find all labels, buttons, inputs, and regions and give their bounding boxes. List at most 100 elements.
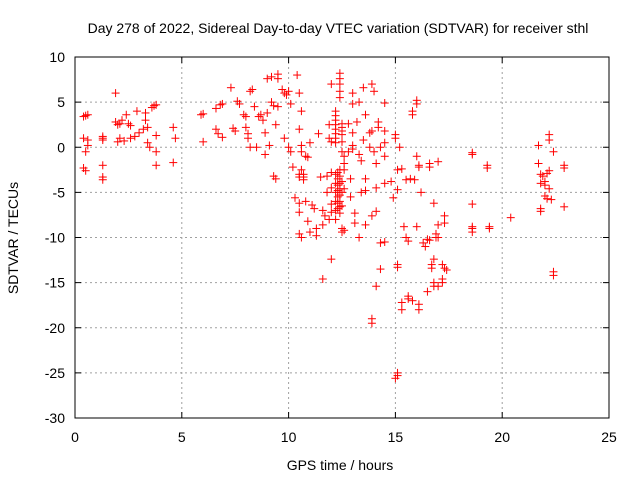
data-point	[152, 161, 161, 170]
chart-title: Day 278 of 2022, Sidereal Day-to-day VTE…	[88, 20, 589, 36]
data-point	[438, 278, 447, 287]
x-tick-label: 25	[601, 429, 617, 445]
data-point	[380, 99, 389, 108]
data-point	[434, 220, 443, 229]
data-point	[241, 123, 250, 132]
data-point	[263, 74, 272, 83]
data-point	[327, 200, 336, 209]
data-point	[143, 138, 152, 147]
y-tick-label: -30	[45, 410, 65, 426]
data-point	[79, 112, 88, 121]
y-tick-label: 0	[57, 139, 65, 155]
data-point	[365, 143, 374, 152]
y-tick-label: -25	[45, 365, 65, 381]
data-point	[350, 219, 359, 228]
data-point	[376, 238, 385, 247]
data-point	[244, 134, 253, 143]
data-point	[248, 85, 257, 94]
data-point	[141, 116, 150, 125]
data-point	[305, 138, 314, 147]
data-point	[288, 163, 297, 172]
data-point	[549, 271, 558, 280]
data-point	[348, 99, 357, 108]
data-point	[235, 99, 244, 108]
data-point	[367, 80, 376, 89]
data-point	[374, 117, 383, 126]
data-point	[327, 255, 336, 264]
data-point	[361, 186, 370, 195]
data-point	[408, 296, 417, 305]
data-point	[254, 112, 263, 121]
data-point	[536, 170, 545, 179]
data-point	[320, 211, 329, 220]
data-point	[346, 174, 355, 183]
data-point	[280, 134, 289, 143]
data-point	[348, 145, 357, 154]
data-point	[211, 104, 220, 113]
data-point	[293, 71, 302, 80]
data-point	[338, 188, 346, 197]
data-point	[150, 101, 159, 110]
data-point	[361, 110, 370, 119]
data-point	[323, 172, 332, 181]
data-point	[438, 260, 447, 269]
data-point	[226, 83, 235, 92]
data-point	[327, 183, 336, 192]
data-point	[545, 136, 554, 145]
data-point	[122, 110, 131, 119]
data-point	[380, 152, 389, 161]
data-point	[397, 305, 406, 314]
data-point	[239, 110, 248, 119]
data-point	[442, 265, 451, 274]
data-point	[412, 222, 421, 231]
data-point	[117, 116, 126, 125]
data-point	[545, 166, 554, 175]
data-point	[402, 175, 411, 184]
data-point	[211, 125, 220, 134]
data-point	[393, 263, 402, 272]
data-point	[434, 157, 443, 166]
data-point	[380, 238, 389, 247]
data-point	[256, 110, 265, 119]
data-point	[241, 112, 250, 121]
data-point	[295, 89, 304, 98]
data-point	[376, 265, 385, 274]
data-point	[352, 117, 361, 126]
data-point	[434, 282, 443, 291]
data-point	[132, 107, 141, 116]
data-point	[344, 147, 353, 156]
data-point	[417, 188, 426, 197]
data-point	[246, 87, 255, 96]
data-point	[231, 127, 240, 136]
y-tick-label: 10	[49, 49, 65, 65]
data-point	[286, 147, 295, 156]
data-point	[301, 152, 310, 161]
data-point	[113, 137, 122, 146]
x-tick-label: 0	[71, 429, 79, 445]
data-point	[372, 183, 381, 192]
data-point	[250, 102, 259, 111]
data-point	[434, 233, 443, 242]
data-point	[269, 101, 278, 110]
data-point	[143, 123, 152, 132]
data-point	[425, 163, 434, 172]
axis-ticks: 0 5 10 15 20 25 10 5 0 -5 -10 -15 -20 -25 -30	[45, 49, 617, 445]
data-point	[120, 136, 129, 145]
data-point	[98, 161, 107, 170]
data-point	[370, 87, 379, 96]
data-point	[218, 133, 227, 142]
data-point	[534, 159, 543, 168]
data-point	[355, 98, 364, 107]
data-point	[367, 127, 376, 136]
data-point	[397, 298, 406, 307]
data-point	[81, 111, 90, 120]
data-point	[139, 125, 148, 134]
data-point	[335, 209, 344, 218]
data-point	[372, 159, 381, 168]
data-point	[344, 119, 353, 128]
data-point	[543, 194, 552, 203]
data-point	[338, 177, 346, 186]
gridlines	[75, 57, 609, 418]
data-point	[429, 255, 438, 264]
